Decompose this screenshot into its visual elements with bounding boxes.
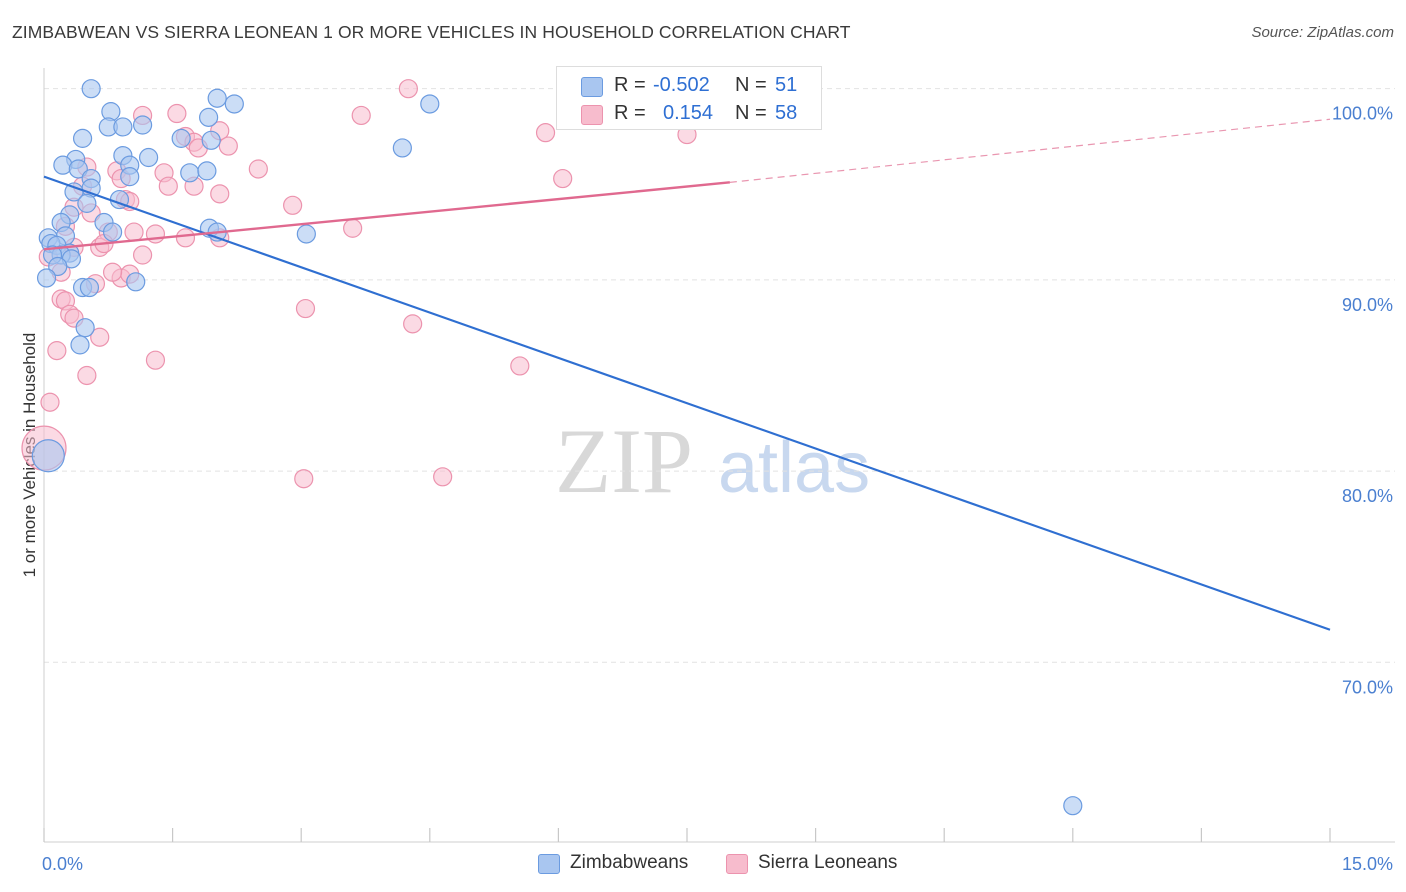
data-point-zimbabwean: [1063, 796, 1083, 816]
legend-n-value: 58: [775, 102, 798, 124]
data-point-sierra-leonean: [132, 245, 153, 265]
data-point-sierra-leonean: [403, 314, 423, 334]
data-point-zimbabwean: [113, 117, 133, 137]
data-point-sierra-leonean: [145, 350, 166, 370]
legend-row-sierra-leoneans: R = 0.154 N = 58: [557, 101, 821, 129]
data-point-zimbabwean: [48, 256, 68, 277]
data-point-sierra-leonean: [248, 159, 268, 179]
x-tick-label: 15.0%: [1342, 854, 1393, 874]
data-point-sierra-leonean: [145, 224, 166, 244]
legend-r-value: 0.154: [663, 102, 714, 124]
x-tick-label: 0.0%: [42, 854, 83, 874]
legend-n-label: N =: [735, 102, 767, 124]
watermark-zip: ZIP: [555, 410, 693, 512]
data-point-sierra-leonean: [47, 341, 67, 361]
data-point-sierra-leonean: [283, 195, 303, 215]
chart-title: ZIMBABWEAN VS SIERRA LEONEAN 1 OR MORE V…: [12, 22, 851, 42]
data-point-zimbabwean: [180, 163, 200, 183]
data-point-zimbabwean: [120, 167, 140, 187]
legend-n-value: 51: [775, 74, 798, 96]
data-point-sierra-leonean: [124, 222, 144, 242]
data-point-sierra-leonean: [77, 365, 97, 386]
source-label: Source: ZipAtlas.com: [1251, 24, 1394, 41]
data-point-zimbabwean: [68, 159, 88, 179]
data-point-zimbabwean: [126, 272, 146, 292]
legend-r-label: R =: [614, 102, 646, 124]
bottom-legend-swatch-pink: [726, 854, 748, 874]
data-point-zimbabwean: [197, 161, 217, 181]
data-point-zimbabwean: [77, 193, 97, 213]
data-point-zimbabwean: [420, 94, 440, 114]
data-point-zimbabwean: [138, 147, 159, 168]
bottom-legend-label: Sierra Leoneans: [758, 852, 898, 873]
data-point-zimbabwean: [296, 224, 316, 244]
legend-r-label: R =: [614, 74, 646, 96]
data-point-zimbabwean: [64, 182, 84, 202]
data-point-sierra-leonean: [218, 136, 238, 156]
data-point-zimbabwean: [207, 88, 227, 108]
data-point-sierra-leonean: [553, 168, 573, 189]
y-tick-label: 80.0%: [1342, 486, 1393, 506]
data-point-sierra-leonean: [343, 218, 363, 238]
data-point-zimbabwean: [72, 128, 93, 148]
correlation-legend: R = -0.502 N = 51 R = 0.154 N = 58: [556, 66, 822, 130]
legend-r-value: -0.502: [653, 74, 710, 96]
data-point-sierra-leonean: [158, 176, 178, 196]
data-point-sierra-leonean: [102, 262, 123, 282]
legend-row-zimbabweans: R = -0.502 N = 51: [557, 73, 821, 101]
legend-n-label: N =: [735, 74, 767, 96]
data-point-sierra-leonean: [294, 469, 314, 489]
data-point-sierra-leonean: [295, 298, 316, 319]
data-point-zimbabwean: [171, 128, 191, 148]
data-point-zimbabwean: [102, 222, 123, 242]
data-point-zimbabwean: [199, 107, 219, 127]
data-point-sierra-leonean: [433, 467, 453, 487]
data-point-zimbabwean: [81, 79, 101, 99]
bottom-legend-label: Zimbabweans: [570, 852, 689, 873]
bottom-legend-swatch-blue: [538, 854, 560, 874]
data-point-sierra-leonean: [535, 123, 556, 143]
data-point-zimbabwean: [392, 138, 412, 158]
data-point-zimbabwean: [70, 335, 90, 355]
data-point-sierra-leonean: [510, 356, 530, 376]
trend-line-sierra-leoneans-extension: [729, 118, 1331, 183]
data-point-sierra-leonean: [210, 184, 230, 204]
data-point-sierra-leonean: [175, 228, 196, 248]
data-point-zimbabwean: [75, 318, 95, 338]
data-point-zimbabwean: [201, 130, 221, 150]
data-point-zimbabwean: [132, 115, 153, 135]
y-tick-label: 100.0%: [1332, 104, 1393, 124]
data-point-zimbabwean: [36, 268, 57, 288]
legend-swatch-pink: [581, 105, 603, 125]
data-point-sierra-leonean: [90, 327, 110, 347]
y-tick-label: 70.0%: [1342, 677, 1393, 697]
y-tick-label: 90.0%: [1342, 295, 1393, 315]
data-point-zimbabwean: [79, 277, 100, 298]
data-point-zimbabwean: [31, 439, 65, 473]
legend-swatch-blue: [581, 77, 603, 97]
trend-line-zimbabweans: [43, 175, 1331, 631]
data-point-sierra-leonean: [40, 392, 60, 412]
data-point-sierra-leonean: [398, 79, 418, 99]
trend-line-sierra-leoneans: [43, 181, 730, 251]
data-point-sierra-leonean: [351, 105, 371, 126]
data-point-zimbabwean: [224, 94, 244, 114]
data-point-sierra-leonean: [167, 103, 187, 124]
